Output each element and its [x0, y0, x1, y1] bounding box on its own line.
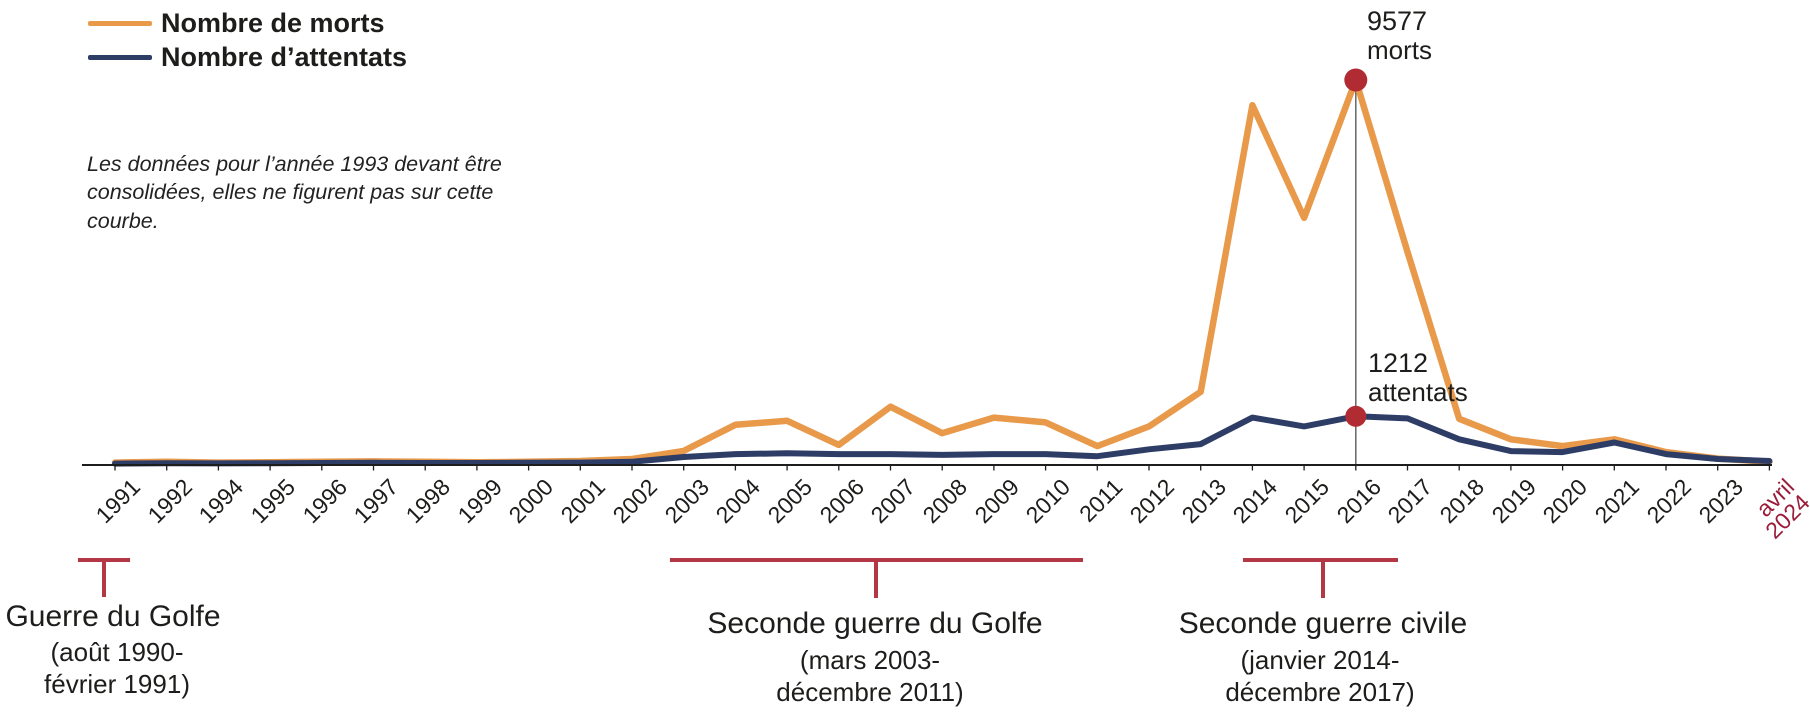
period-title-golfe: Guerre du Golfe	[5, 600, 221, 633]
annotation-morts-value: 9577	[1367, 6, 1428, 36]
legend: Nombre de morts Nombre d’attentats	[88, 6, 407, 74]
annotation-attentats-value: 1212	[1368, 348, 1429, 378]
period-dates-seconde-golfe: (mars 2003- décembre 2011)	[776, 645, 964, 707]
period-bracket-guerre-civile	[1243, 558, 1398, 598]
series-line-morts	[111, 76, 1773, 466]
highlight-dot-attentats	[1345, 405, 1367, 427]
legend-label-attentats: Nombre d’attentats	[161, 41, 408, 72]
period-dates-golfe: (août 1990- février 1991)	[44, 637, 190, 699]
series-line-attentats	[112, 413, 1773, 467]
period-brackets	[78, 558, 1398, 598]
period-title-seconde-golfe: Seconde guerre du Golfe	[707, 607, 1043, 640]
legend-label-morts: Nombre de morts	[161, 7, 385, 38]
annotation-peak-attentats: 1212 attentats	[1368, 348, 1468, 407]
x-ticks	[114, 465, 1771, 471]
annotation-morts-unit: morts	[1367, 35, 1432, 66]
legend-swatch-attentats	[88, 54, 152, 60]
period-dates-guerre-civile: (janvier 2014- décembre 2017)	[1225, 645, 1415, 707]
annotation-peak-morts: 9577 morts	[1367, 6, 1432, 65]
period-bracket-golfe	[78, 558, 130, 597]
annotation-attentats-unit: attentats	[1368, 377, 1468, 408]
series-lines	[111, 76, 1773, 467]
data-note-1993: Les données pour l’année 1993 devant êtr…	[87, 152, 502, 233]
highlight-dots	[1344, 68, 1368, 427]
legend-swatch-morts	[88, 20, 152, 26]
legend-item-morts: Nombre de morts	[88, 6, 407, 40]
period-title-guerre-civile: Seconde guerre civile	[1178, 607, 1468, 640]
period-bracket-seconde-golfe	[670, 558, 1083, 598]
legend-item-attentats: Nombre d’attentats	[88, 40, 407, 74]
highlight-dot-morts	[1344, 68, 1368, 92]
